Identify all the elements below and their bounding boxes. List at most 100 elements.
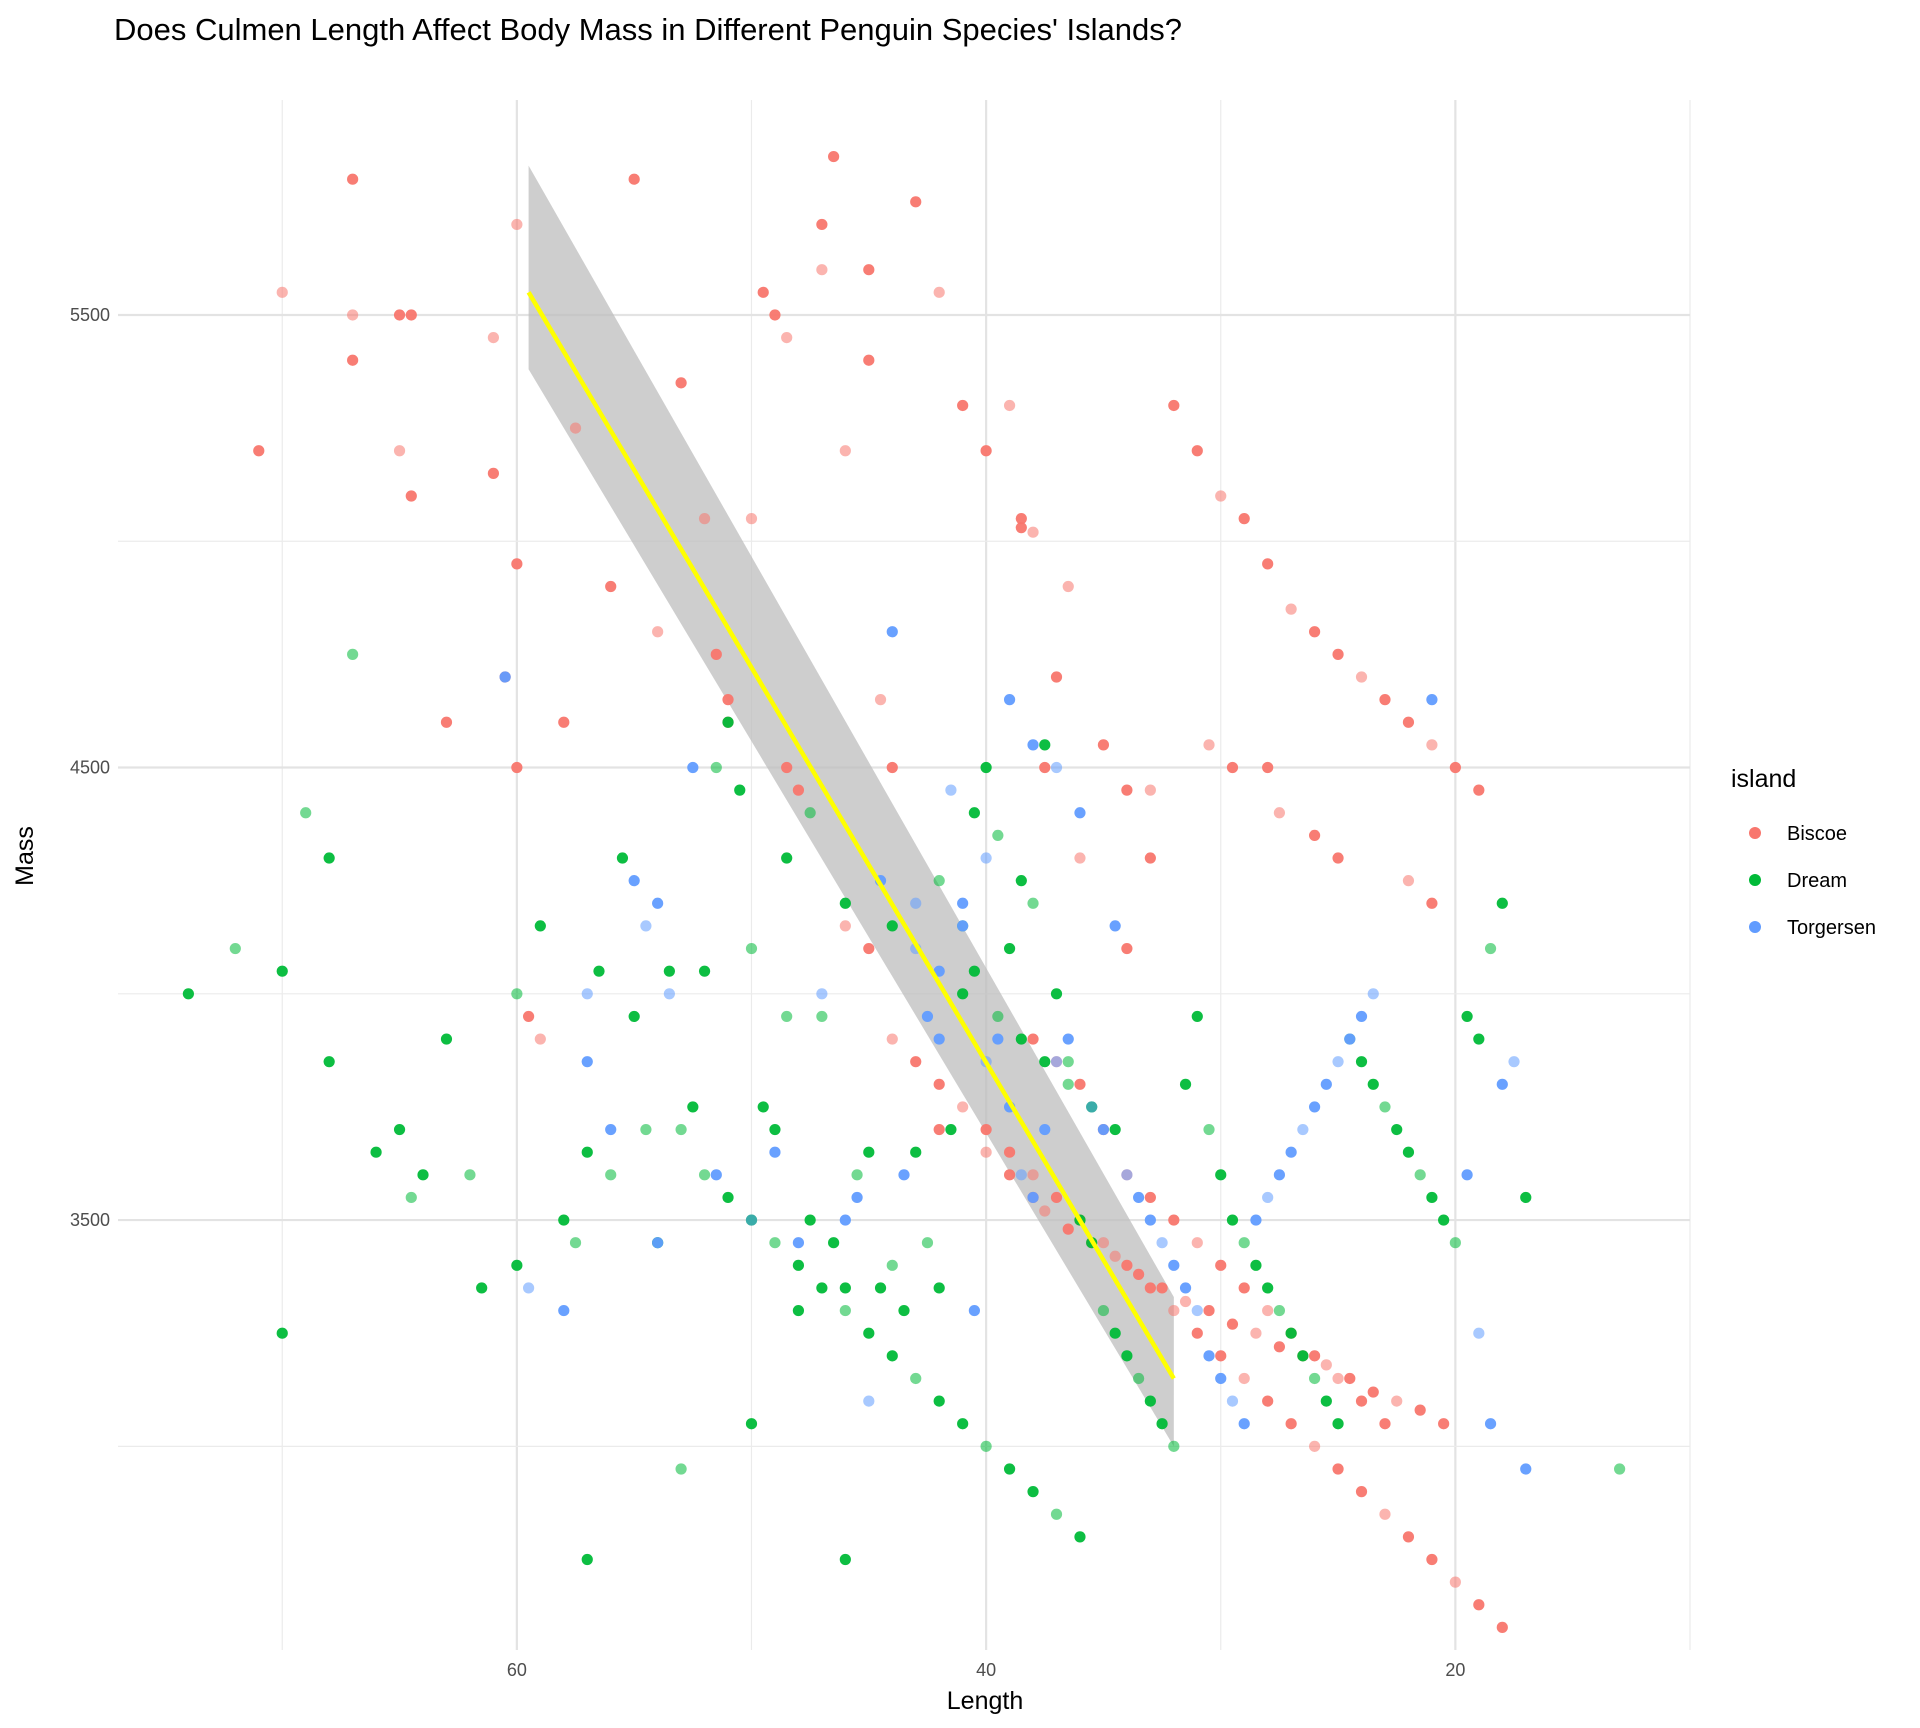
data-point (781, 1010, 793, 1023)
data-point (1050, 988, 1063, 1000)
data-point (910, 196, 922, 208)
data-point (511, 988, 523, 1000)
data-point (1109, 1250, 1121, 1262)
data-point (1508, 1056, 1520, 1068)
data-point (1191, 1237, 1203, 1249)
data-point (1262, 1282, 1274, 1294)
data-point (393, 1123, 406, 1136)
data-point (1215, 490, 1227, 502)
data-point (1109, 1123, 1121, 1136)
data-point (1308, 1372, 1321, 1385)
data-point (1355, 671, 1368, 683)
data-point (687, 761, 699, 774)
data-point (1449, 1576, 1461, 1588)
data-point (253, 445, 265, 457)
data-point (781, 331, 793, 344)
data-point (1473, 1327, 1485, 1339)
data-point (1426, 739, 1438, 751)
data-point (1285, 1327, 1297, 1339)
data-point (1473, 1599, 1485, 1611)
data-point (1133, 1191, 1145, 1204)
data-point (1238, 1282, 1250, 1294)
data-point (1003, 399, 1016, 412)
data-point (605, 580, 617, 593)
data-point (675, 377, 687, 389)
data-point (558, 716, 570, 728)
data-point (569, 422, 582, 434)
data-point (1121, 942, 1133, 955)
data-point (1238, 1372, 1250, 1385)
data-point (698, 513, 711, 525)
data-point (910, 1372, 922, 1385)
data-point (1484, 1418, 1497, 1430)
data-point (1097, 1123, 1110, 1136)
data-point (1062, 1033, 1074, 1045)
confidence-ribbon-group (528, 165, 1174, 1447)
data-point (1473, 784, 1485, 796)
data-point (1402, 1531, 1415, 1543)
data-point (1262, 558, 1274, 570)
data-point (1332, 1418, 1344, 1430)
regression-line-group (526, 291, 1176, 1380)
data-point (652, 626, 664, 638)
legend-key-biscoe (1749, 827, 1761, 839)
data-point (839, 445, 851, 457)
data-point (1027, 1486, 1039, 1498)
data-point (1121, 1350, 1133, 1362)
data-point (616, 852, 629, 864)
data-point (1039, 1123, 1051, 1136)
data-point (1379, 1418, 1391, 1430)
data-point (1273, 1341, 1286, 1353)
data-point (1461, 1010, 1473, 1023)
data-point (816, 1282, 828, 1294)
data-point (1262, 761, 1274, 774)
data-point (816, 1010, 828, 1023)
data-point (710, 761, 722, 774)
data-point (1003, 942, 1016, 955)
data-point (1168, 1304, 1180, 1317)
data-point (1496, 1078, 1508, 1090)
data-point (1156, 1418, 1168, 1430)
data-point (886, 1033, 898, 1045)
data-point (769, 309, 781, 321)
data-point (1520, 1191, 1532, 1204)
data-point (511, 218, 523, 231)
data-point (1003, 694, 1016, 706)
data-point (957, 897, 969, 909)
data-point (1297, 1350, 1309, 1362)
data-point (1367, 1078, 1379, 1090)
data-points (182, 150, 1626, 1633)
data-point (276, 286, 288, 298)
data-point (1426, 897, 1438, 909)
data-point (1379, 694, 1391, 706)
legend: island Biscoe Dream Torgersen (1731, 765, 1876, 939)
data-point (1473, 1033, 1485, 1045)
data-point (1191, 1304, 1203, 1317)
data-point (1062, 1223, 1074, 1235)
data-point (1050, 1056, 1063, 1068)
data-point (968, 965, 980, 977)
data-point (1355, 1010, 1368, 1023)
data-point (522, 1010, 535, 1023)
data-point (933, 1395, 945, 1407)
data-point (1285, 1146, 1297, 1158)
data-point (1308, 829, 1321, 842)
data-point (1297, 1123, 1309, 1136)
data-point (863, 1327, 875, 1339)
data-point (1027, 739, 1039, 751)
data-point (1332, 1056, 1344, 1068)
data-point (1109, 1327, 1121, 1339)
data-point (1144, 1282, 1156, 1294)
data-point (1496, 1621, 1508, 1633)
data-point (1262, 1191, 1274, 1204)
data-point (1332, 1463, 1344, 1475)
data-point (652, 1237, 664, 1249)
data-point (1496, 897, 1508, 909)
data-point (816, 264, 828, 276)
data-point (652, 897, 664, 909)
data-point (1179, 1295, 1192, 1308)
data-point (393, 445, 406, 457)
data-point (1308, 1350, 1321, 1362)
tick-labels: 60 40 20 3500 4500 5500 (70, 305, 1465, 1680)
